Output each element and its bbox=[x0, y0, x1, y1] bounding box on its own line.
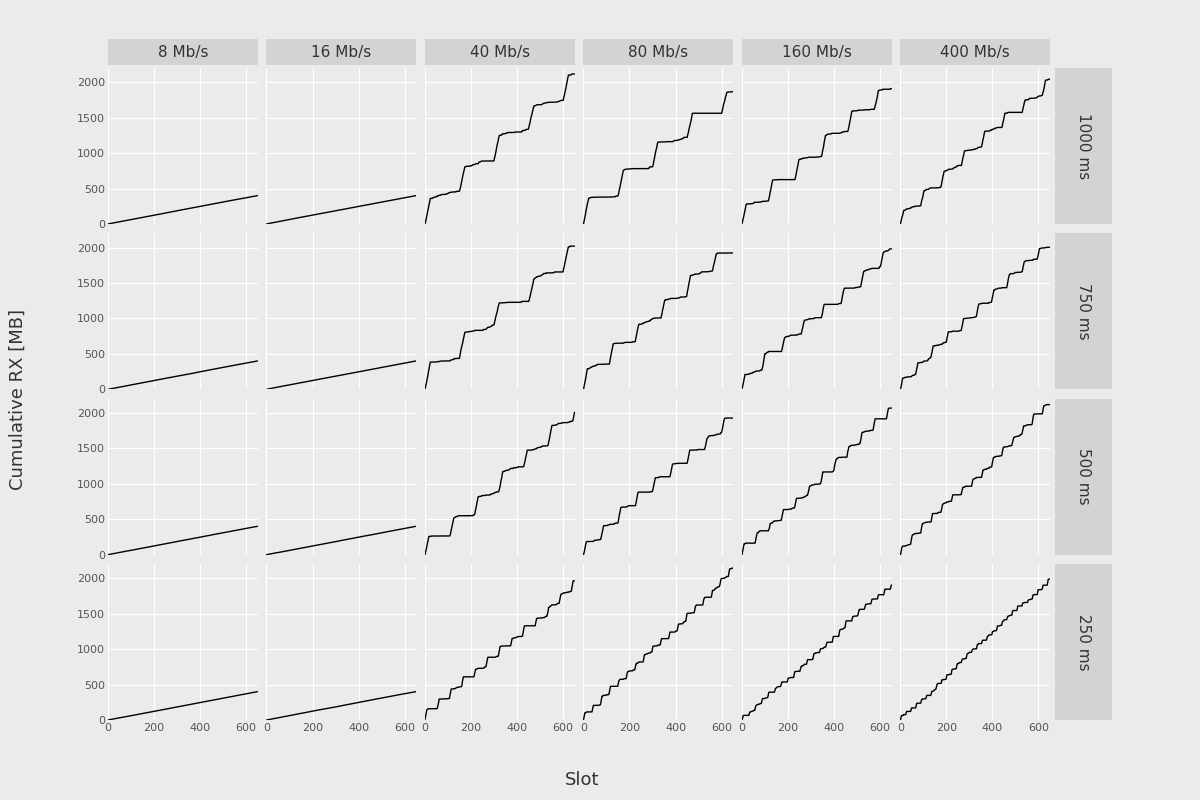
Text: 500 ms: 500 ms bbox=[1076, 448, 1091, 505]
Text: 40 Mb/s: 40 Mb/s bbox=[469, 45, 530, 59]
Text: Cumulative RX [MB]: Cumulative RX [MB] bbox=[8, 310, 28, 490]
Text: 400 Mb/s: 400 Mb/s bbox=[941, 45, 1010, 59]
Text: 1000 ms: 1000 ms bbox=[1076, 113, 1091, 179]
Text: 160 Mb/s: 160 Mb/s bbox=[782, 45, 852, 59]
Text: 8 Mb/s: 8 Mb/s bbox=[157, 45, 208, 59]
Text: Slot: Slot bbox=[565, 771, 599, 789]
Text: 750 ms: 750 ms bbox=[1076, 283, 1091, 340]
Text: 250 ms: 250 ms bbox=[1076, 614, 1091, 670]
Text: 80 Mb/s: 80 Mb/s bbox=[628, 45, 689, 59]
Text: 16 Mb/s: 16 Mb/s bbox=[311, 45, 371, 59]
